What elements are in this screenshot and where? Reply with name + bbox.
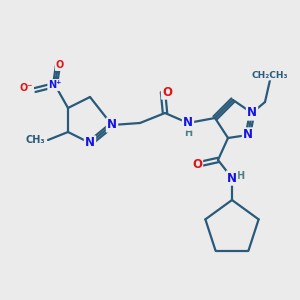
Text: H: H	[236, 171, 244, 181]
Text: N⁺: N⁺	[48, 80, 62, 90]
Text: N: N	[85, 136, 95, 149]
Text: O: O	[162, 85, 172, 98]
Text: N: N	[243, 128, 253, 142]
Text: O: O	[192, 158, 202, 170]
Text: N: N	[227, 172, 237, 184]
Text: N: N	[247, 106, 257, 119]
Text: CH₃: CH₃	[26, 135, 45, 145]
Text: H: H	[184, 128, 192, 138]
Text: N: N	[183, 116, 193, 130]
Text: O⁻: O⁻	[20, 83, 33, 93]
Text: N: N	[107, 118, 117, 131]
Text: O: O	[56, 60, 64, 70]
Text: CH₂CH₃: CH₂CH₃	[252, 70, 288, 80]
